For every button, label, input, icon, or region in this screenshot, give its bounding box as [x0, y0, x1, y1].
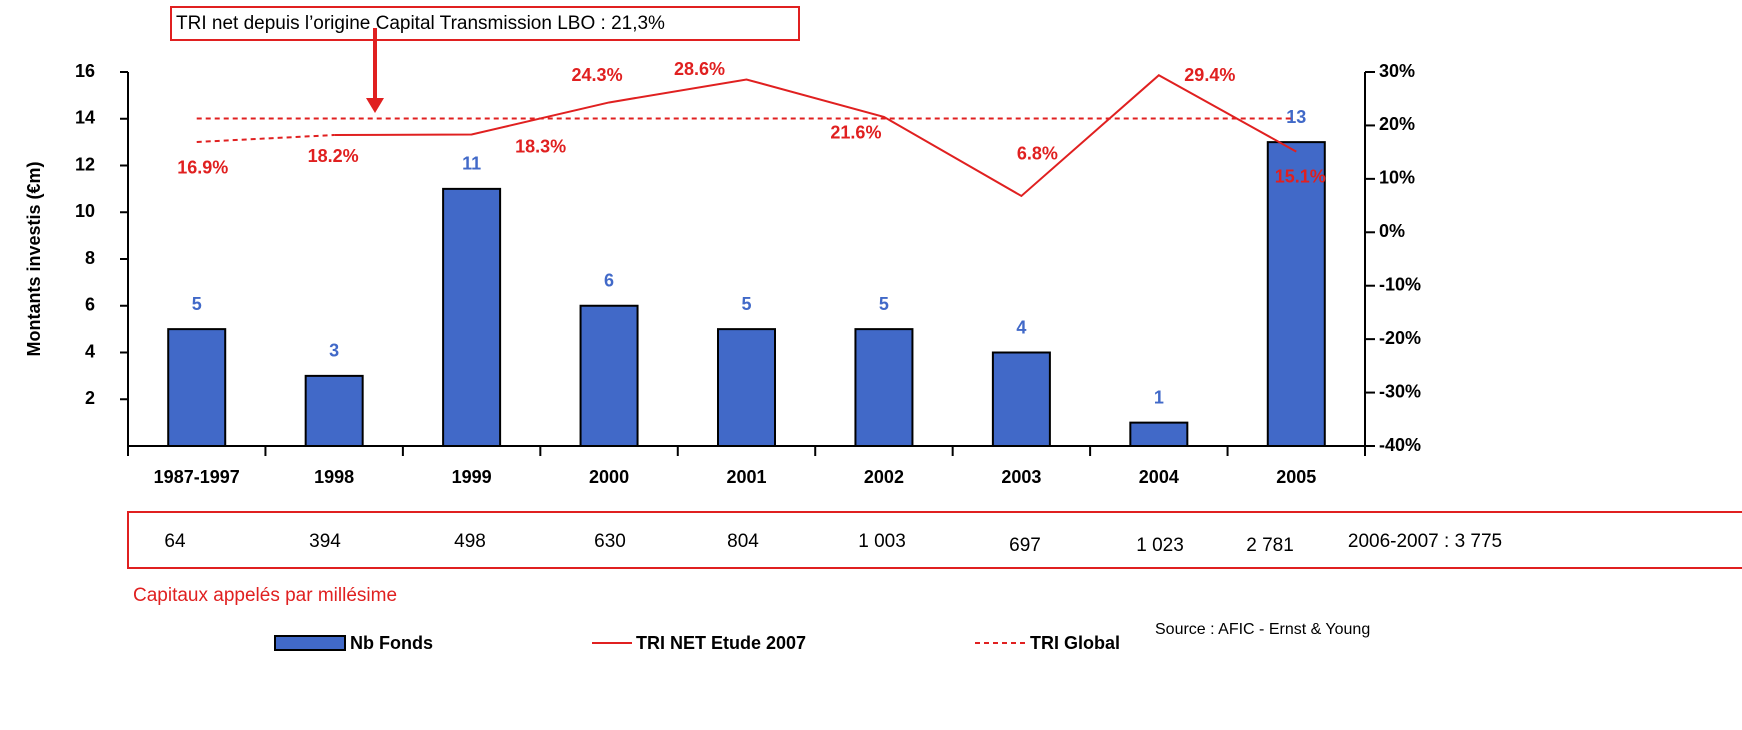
x-tick-label: 2002 [864, 467, 904, 487]
bar-label: 6 [604, 271, 614, 291]
source: Source : AFIC - Ernst & Young [1155, 621, 1370, 638]
capital-value: 804 [727, 531, 759, 552]
bar [991, 351, 1051, 447]
y2-tick-label: -30% [1379, 381, 1421, 401]
bar [1129, 421, 1189, 447]
y2-tick-label: -40% [1379, 435, 1421, 455]
x-tick-label: 2005 [1276, 467, 1316, 487]
y-tick-label: 12 [75, 154, 95, 174]
y2-tick-label: 20% [1379, 114, 1415, 134]
capital-value: 64 [164, 531, 186, 552]
capital-value: 2 781 [1246, 535, 1294, 556]
capital-value: 1 003 [858, 531, 906, 552]
y2-tick-label: 0% [1379, 221, 1405, 241]
line-label: 28.6% [674, 59, 725, 79]
y-tick-label: 4 [85, 341, 95, 361]
capital-label: Capitaux appelés par millésime [133, 585, 397, 606]
x-tick-label: 1999 [452, 467, 492, 487]
bar-label: 5 [741, 294, 751, 314]
bar-label: 11 [462, 154, 481, 174]
line-label: 15.1% [1275, 166, 1326, 186]
legend-label: TRI NET Etude 2007 [636, 633, 806, 653]
y-tick-label: 14 [75, 108, 95, 128]
bar-label: 1 [1154, 387, 1164, 407]
bar [717, 328, 776, 447]
legend-label: Nb Fonds [350, 633, 433, 653]
capital-value: 1 023 [1136, 535, 1184, 556]
bar-label: 5 [879, 294, 889, 314]
line-label: 18.3% [515, 136, 566, 156]
y-axis-label: Montants investis (€m) [24, 161, 44, 356]
x-tick-label: 2004 [1139, 467, 1179, 487]
y-tick-label: 2 [85, 388, 95, 408]
line-label: 6.8% [1017, 144, 1058, 164]
arrow-head [366, 98, 384, 113]
y-tick-label: 8 [85, 248, 95, 268]
line-label: 16.9% [177, 158, 228, 178]
bar-label: 3 [329, 341, 339, 361]
bar [579, 304, 639, 447]
line-label: 24.3% [572, 65, 623, 85]
legend-swatch [274, 635, 346, 651]
bar-label: 4 [1016, 317, 1026, 337]
capital-value: 394 [309, 531, 341, 552]
capital-value: 697 [1009, 535, 1041, 556]
annotation-box [170, 6, 800, 41]
line-label: 18.2% [308, 146, 359, 166]
y-tick-label: 6 [85, 295, 95, 315]
y-tick-label: 10 [75, 201, 95, 221]
legend-label: TRI Global [1030, 633, 1120, 653]
annotation: TRI net depuis l’origine Capital Transmi… [176, 13, 665, 34]
bar-label: 5 [192, 294, 202, 314]
bar [442, 187, 502, 447]
bar [304, 374, 364, 447]
line-label: 21.6% [830, 123, 881, 143]
tri-net-first-segment [196, 134, 335, 143]
y2-tick-label: -20% [1379, 328, 1421, 348]
capital-value: 630 [594, 531, 626, 552]
y-tick-label: 16 [75, 61, 95, 81]
capital-box [127, 511, 1742, 569]
capital-value: 2006-2007 : 3 775 [1348, 531, 1502, 552]
capital-value: 498 [454, 531, 486, 552]
y2-tick-label: -10% [1379, 274, 1421, 294]
x-tick-label: 1987-1997 [154, 467, 240, 487]
bar [167, 328, 227, 447]
x-tick-label: 1998 [314, 467, 354, 487]
line-label: 29.4% [1184, 65, 1235, 85]
tri-net-line [334, 73, 1297, 198]
x-tick-label: 2003 [1001, 467, 1041, 487]
bar-label: 13 [1286, 107, 1306, 127]
x-tick-label: 2000 [589, 467, 629, 487]
bar [854, 328, 914, 447]
y2-tick-label: 30% [1379, 61, 1415, 81]
x-tick-label: 2001 [726, 467, 766, 487]
bar [1266, 141, 1326, 447]
y2-tick-label: 10% [1379, 168, 1415, 188]
